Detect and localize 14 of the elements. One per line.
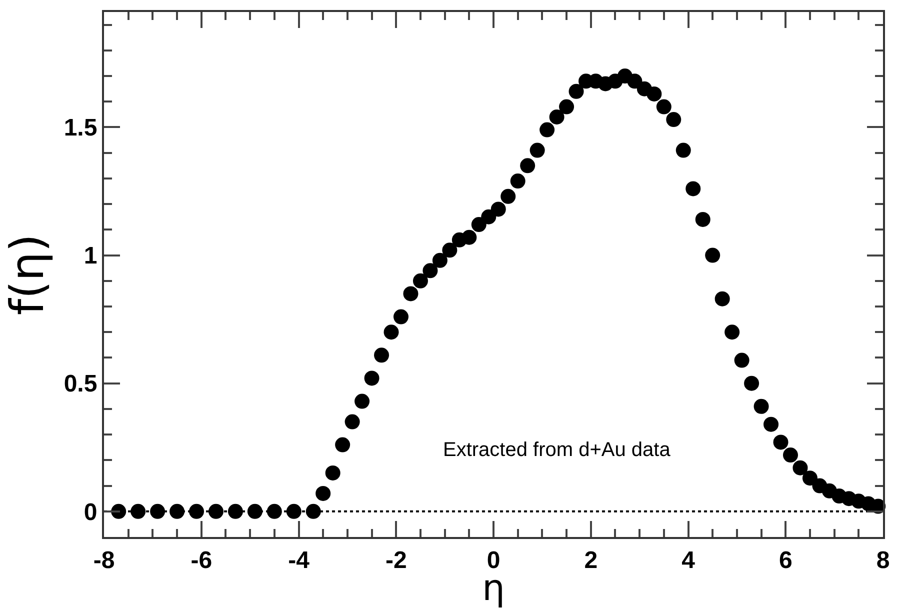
x-tick-label: -2 (385, 546, 407, 574)
x-tick-label: -6 (190, 546, 212, 574)
y-tick-label: 1.5 (64, 114, 98, 142)
x-tick-label: -8 (93, 546, 115, 574)
x-tick-label: -4 (288, 546, 310, 574)
x-tick-label: 4 (682, 546, 696, 574)
y-tick-label: 0 (84, 498, 98, 526)
x-tick-label: 6 (778, 546, 792, 574)
y-tick-label: 0.5 (64, 370, 98, 398)
y-axis-title: f(η) (0, 234, 54, 316)
x-tick-label: 8 (876, 546, 890, 574)
annotation: Extracted from d+Au data (443, 439, 672, 461)
x-tick-label: 2 (584, 546, 598, 574)
y-tick-label: 1 (84, 242, 98, 270)
